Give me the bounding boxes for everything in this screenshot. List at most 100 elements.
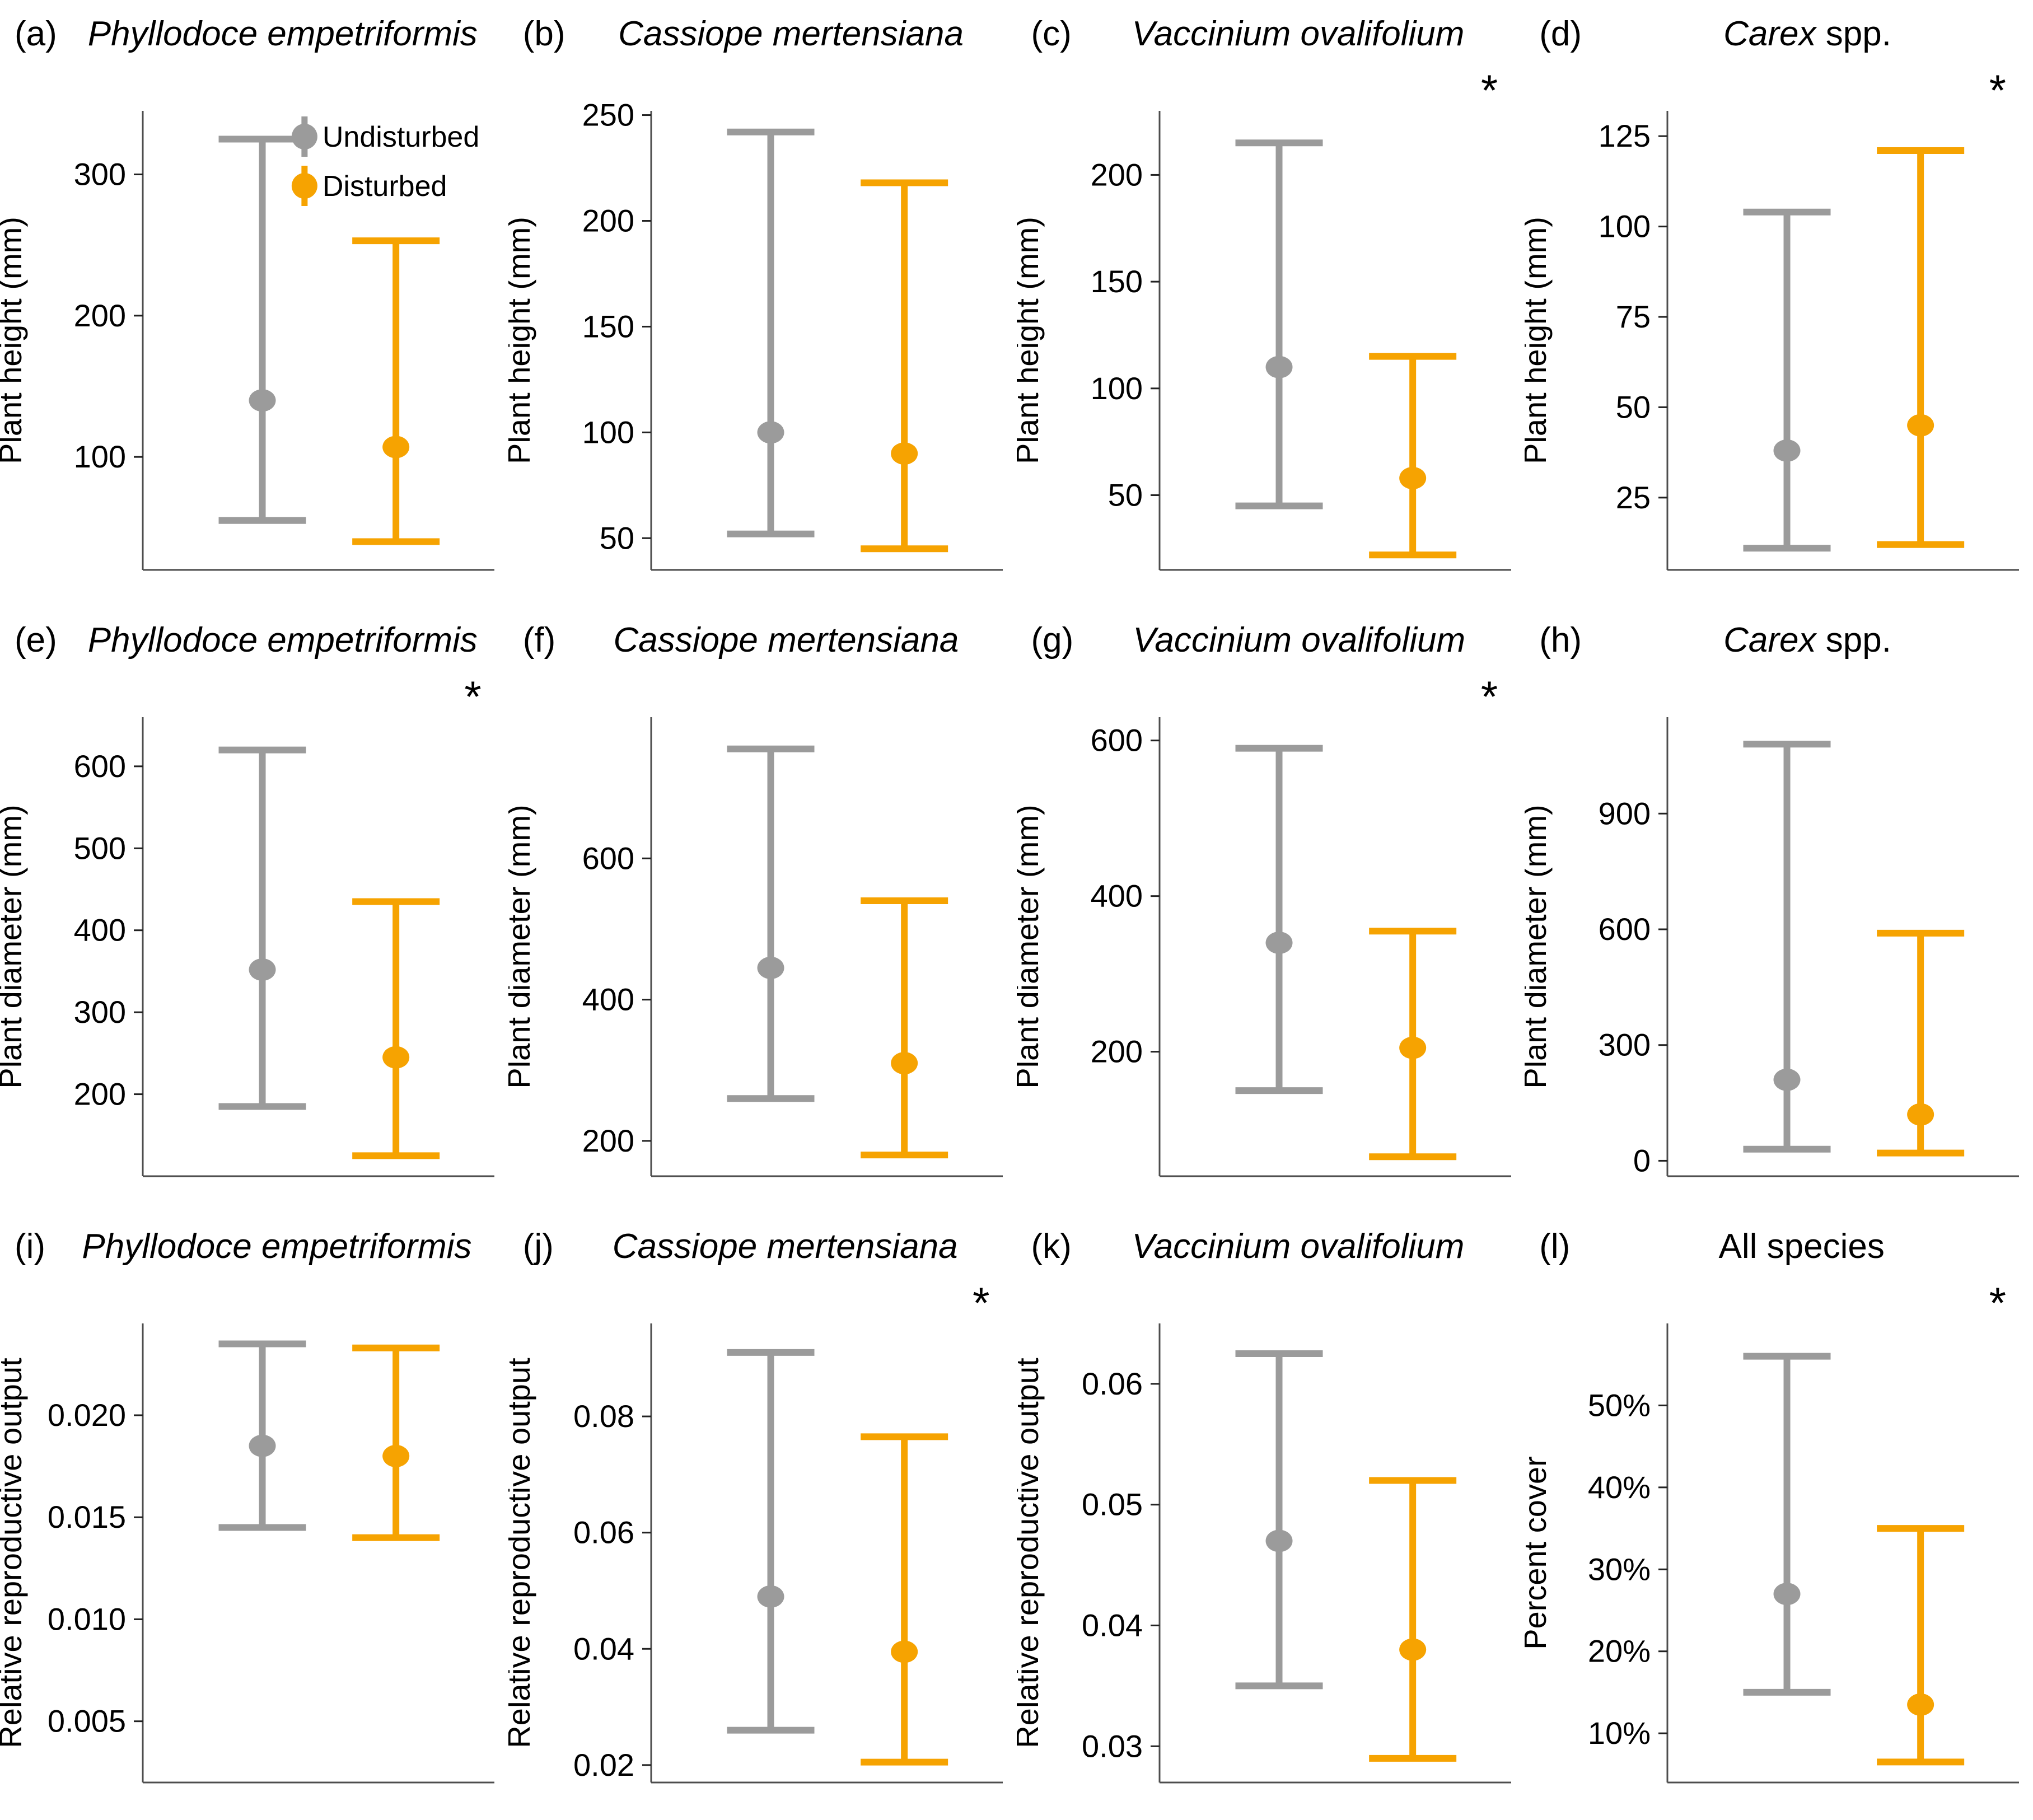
y-tick-label: 100 xyxy=(582,414,634,450)
panel-title-regular: spp. xyxy=(1816,621,1891,659)
panel-title-species: Vaccinium ovalifolium xyxy=(1133,621,1466,659)
y-tick-label: 0.03 xyxy=(1082,1728,1143,1763)
panel-f: (f) Cassiope mertensiana Plant diameter (m… xyxy=(508,606,1017,1213)
y-tick-label: 0.06 xyxy=(1082,1366,1143,1401)
point-disturbed xyxy=(382,436,410,458)
y-tick-label: 0.04 xyxy=(573,1631,634,1666)
y-tick-label: 150 xyxy=(582,308,634,344)
y-axis-title: Plant height (mm) xyxy=(1525,217,1553,464)
panel-letter: (a) xyxy=(15,15,57,53)
panel-header: (b) Cassiope mertensiana xyxy=(508,0,1017,66)
panel-title: All species xyxy=(1570,1229,2033,1264)
plot-svg: Plant height (mm) 100 200 300 Undisturbed Dis… xyxy=(0,111,494,571)
y-tick-label: 600 xyxy=(1090,723,1142,758)
y-tick-label: 600 xyxy=(1599,911,1651,947)
panel-header: (e) Phyllodoce empetriformis xyxy=(0,606,508,672)
point-disturbed xyxy=(1907,1693,1934,1716)
y-tick-label: 50 xyxy=(599,520,634,555)
y-tick-label: 400 xyxy=(74,913,126,948)
panel-letter: (l) xyxy=(1539,1227,1571,1266)
point-disturbed xyxy=(1907,1103,1934,1126)
panel-plot: Plant height (mm) 50 100 150 200 250 xyxy=(508,101,1017,605)
y-tick-label: 400 xyxy=(582,982,634,1017)
y-tick-label: 200 xyxy=(1090,1034,1142,1069)
panel-title: Carex spp. xyxy=(1582,17,2033,52)
y-tick-label: 200 xyxy=(74,1077,126,1112)
point-disturbed xyxy=(382,1046,410,1069)
point-undisturbed xyxy=(1773,1068,1801,1091)
plot-svg: Plant height (mm) 25 50 75 100 125 xyxy=(1525,111,2020,571)
panel-plot: Plant diameter (mm) 200 400 600 xyxy=(1017,707,1525,1211)
panel-title-species: Carex xyxy=(1723,621,1816,659)
y-axis-title: Plant diameter (mm) xyxy=(508,804,536,1088)
point-undisturbed xyxy=(757,1585,784,1608)
panel-plot: Relative reproductive output 0.03 0.04 0.05… xyxy=(1017,1313,1525,1817)
y-tick-label: 900 xyxy=(1599,796,1651,831)
panel-letter: (g) xyxy=(1031,621,1074,659)
y-axis-title: Relative reproductive output xyxy=(1017,1358,1045,1748)
panel-header: (h) Carex spp. xyxy=(1525,606,2033,672)
panel-header: (d) Carex spp. xyxy=(1525,0,2033,66)
y-axis-title: Relative reproductive output xyxy=(0,1358,28,1748)
point-undisturbed xyxy=(757,421,784,444)
point-undisturbed xyxy=(1265,1529,1293,1552)
panel-title: Vaccinium ovalifolium xyxy=(1073,623,1525,658)
plot-svg: Percent cover 10% 20% 30% 40% 50% xyxy=(1525,1323,2020,1784)
panel-plot: Plant height (mm) 100 200 300 Undisturbed Dis… xyxy=(0,101,508,605)
panel-title: Vaccinium ovalifolium xyxy=(1072,1229,1525,1264)
panel-title-species: Carex xyxy=(1723,15,1816,53)
panel-title-species: Cassiope mertensiana xyxy=(618,15,964,53)
panel-title-species: Phyllodoce empetriformis xyxy=(87,621,478,659)
panel-title: Cassiope mertensiana xyxy=(565,17,1017,52)
panel-title-species: Phyllodoce empetriformis xyxy=(87,15,478,53)
y-axis-title: Plant height (mm) xyxy=(0,217,28,464)
panel-title: Cassiope mertensiana xyxy=(555,623,1016,658)
panel-title: Carex spp. xyxy=(1582,623,2033,658)
y-tick-label: 100 xyxy=(74,439,126,474)
y-tick-label: 150 xyxy=(1090,264,1142,299)
plot-svg: Relative reproductive output 0.03 0.04 0.05… xyxy=(1017,1323,1511,1784)
panel-letter: (h) xyxy=(1539,621,1582,659)
panel-title: Phyllodoce empetriformis xyxy=(57,17,508,52)
panel-c: (c) Vaccinium ovalifolium * Plant height (m… xyxy=(1017,0,1525,606)
significance-asterisk: * xyxy=(1480,65,1498,115)
y-tick-label: 125 xyxy=(1599,118,1651,153)
y-tick-label: 25 xyxy=(1616,480,1651,515)
y-axis-title: Plant height (mm) xyxy=(1017,217,1045,464)
panel-header: (a) Phyllodoce empetriformis xyxy=(0,0,508,66)
point-disturbed xyxy=(1399,1638,1426,1661)
y-tick-label: 0.08 xyxy=(573,1398,634,1434)
y-tick-label: 10% xyxy=(1588,1715,1651,1751)
panel-plot: Plant diameter (mm) 0 300 600 900 xyxy=(1525,707,2033,1211)
panel-letter: (f) xyxy=(522,621,556,659)
y-tick-label: 0.020 xyxy=(48,1397,126,1433)
panel-letter: (d) xyxy=(1539,15,1582,53)
panel-letter: (b) xyxy=(522,15,565,53)
panel-d: (d) Carex spp. * Plant height (mm) 25 50 75 100… xyxy=(1525,0,2033,606)
point-undisturbed xyxy=(1265,355,1293,378)
panel-a: (a) Phyllodoce empetriformis Plant height … xyxy=(0,0,508,606)
plot-svg: Plant diameter (mm) 200 400 600 xyxy=(1017,717,1511,1177)
panel-plot: Relative reproductive output 0.02 0.04 0.06… xyxy=(508,1313,1017,1817)
panel-g: (g) Vaccinium ovalifolium * Plant diameter … xyxy=(1017,606,1525,1213)
panel-header: (f) Cassiope mertensiana xyxy=(508,606,1017,672)
panel-i: (i) Phyllodoce empetriformis Relative repr… xyxy=(0,1213,508,1819)
y-axis-title: Plant diameter (mm) xyxy=(1017,804,1045,1088)
point-disturbed xyxy=(1399,1036,1426,1059)
y-tick-label: 400 xyxy=(1090,878,1142,914)
legend-key-point xyxy=(291,173,317,199)
y-tick-label: 50% xyxy=(1588,1387,1651,1423)
panel-header: (l) All species xyxy=(1525,1213,2033,1279)
significance-asterisk: * xyxy=(1480,672,1498,721)
y-tick-label: 100 xyxy=(1599,209,1651,244)
panel-h: (h) Carex spp. Plant diameter (mm) 0 300 600 9… xyxy=(1525,606,2033,1213)
panel-title: Phyllodoce empetriformis xyxy=(57,623,508,658)
y-tick-label: 600 xyxy=(582,840,634,876)
plot-svg: Plant diameter (mm) 200 400 600 xyxy=(508,717,1003,1177)
y-axis-title: Plant diameter (mm) xyxy=(0,804,28,1088)
y-tick-label: 200 xyxy=(582,203,634,238)
y-tick-label: 0.06 xyxy=(573,1515,634,1550)
point-undisturbed xyxy=(249,1434,276,1457)
panel-header: (i) Phyllodoce empetriformis xyxy=(0,1213,508,1279)
legend-label: Disturbed xyxy=(323,170,447,203)
